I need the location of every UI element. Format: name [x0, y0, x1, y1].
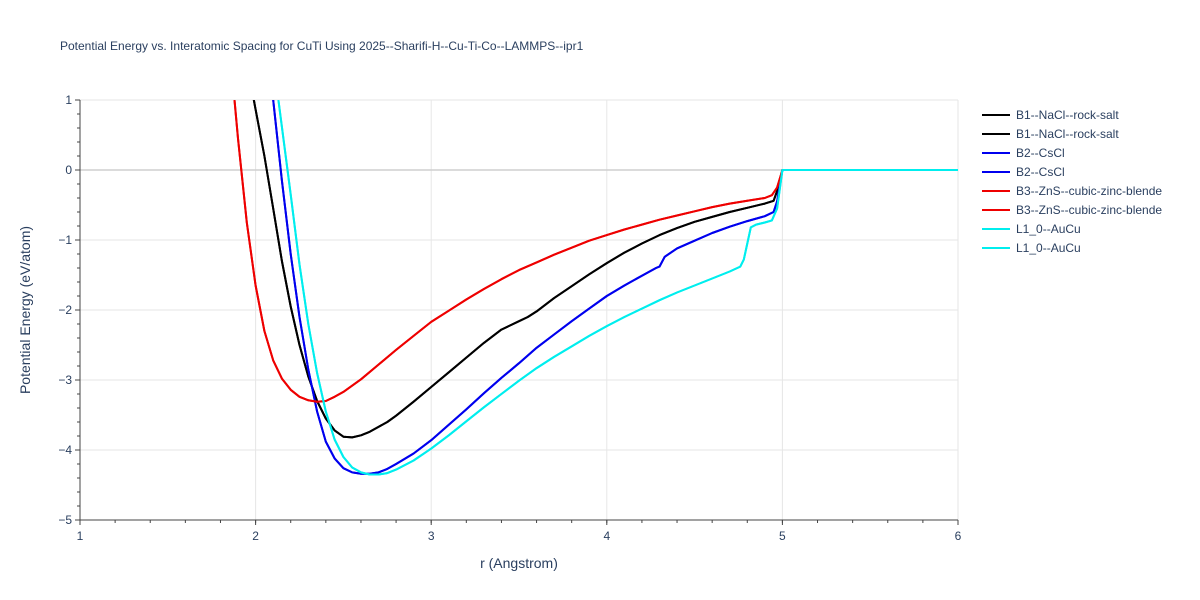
- legend: B1--NaCl--rock-salt B1--NaCl--rock-salt B2…: [982, 108, 1162, 255]
- chart-title: Potential Energy vs. Interatomic Spacing…: [60, 39, 584, 53]
- legend-label: B2--CsCl: [1016, 146, 1065, 160]
- legend-label: B3--ZnS--cubic-zinc-blende: [1016, 184, 1162, 198]
- legend-label: L1_0--AuCu: [1016, 222, 1081, 236]
- x-tick-label: 3: [428, 529, 435, 543]
- x-axis-label: r (Angstrom): [480, 555, 558, 571]
- x-tick-label: 2: [252, 529, 259, 543]
- series-line-7: [277, 100, 958, 476]
- x-tick-label: 4: [603, 529, 610, 543]
- y-tick-label: −2: [58, 303, 72, 317]
- x-tick-labels: 1 2 3 4 5 6: [77, 529, 962, 543]
- x-tick-label: 6: [955, 529, 962, 543]
- y-tick-label: −3: [58, 373, 72, 387]
- legend-label: B1--NaCl--rock-salt: [1016, 127, 1119, 141]
- y-tick-label: 1: [65, 93, 72, 107]
- legend-label: B2--CsCl: [1016, 165, 1065, 179]
- y-tick-labels: 1 0 −1 −2 −3 −4 −5: [58, 93, 72, 527]
- y-axis-label: Potential Energy (eV/atom): [17, 226, 33, 394]
- series-line-3: [272, 100, 958, 475]
- y-tick-label: −1: [58, 233, 72, 247]
- series-line-1: [252, 100, 958, 439]
- legend-label: L1_0--AuCu: [1016, 241, 1081, 255]
- legend-label: B1--NaCl--rock-salt: [1016, 108, 1119, 122]
- axes: [75, 99, 959, 525]
- series-line-5: [233, 100, 958, 403]
- y-tick-label: −5: [58, 513, 72, 527]
- y-tick-label: 0: [65, 163, 72, 177]
- x-tick-label: 1: [77, 529, 84, 543]
- legend-label: B3--ZnS--cubic-zinc-blende: [1016, 203, 1162, 217]
- series-lines: [233, 100, 958, 476]
- y-tick-label: −4: [58, 443, 72, 457]
- x-tick-label: 5: [779, 529, 786, 543]
